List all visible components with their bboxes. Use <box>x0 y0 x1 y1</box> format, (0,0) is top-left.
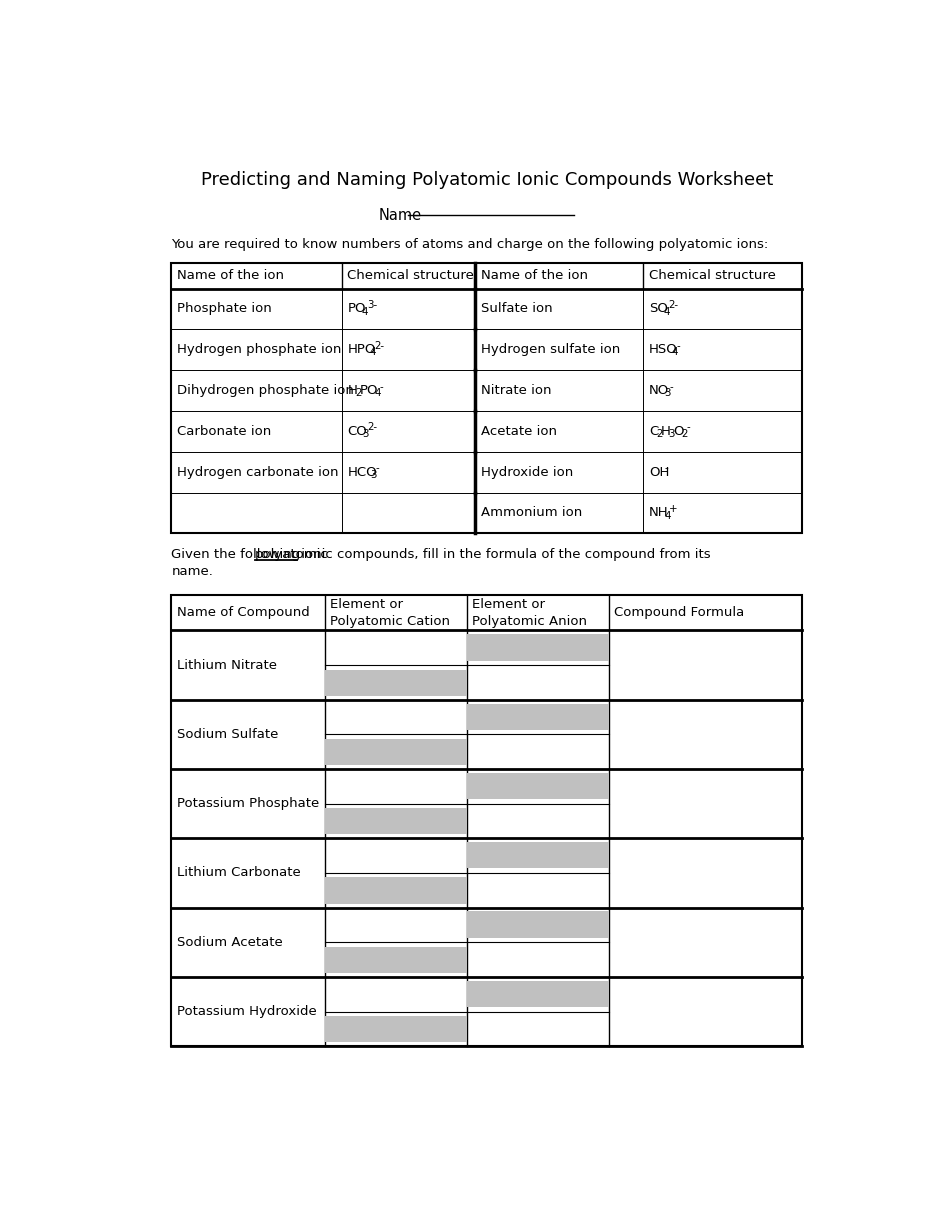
Text: 2: 2 <box>656 429 662 439</box>
Text: Ammonium ion: Ammonium ion <box>481 507 582 519</box>
Text: polyatomic: polyatomic <box>255 549 329 561</box>
Text: H: H <box>661 424 671 438</box>
Text: -: - <box>676 341 680 351</box>
Text: C: C <box>649 424 658 438</box>
Bar <box>466 704 609 729</box>
Text: PO: PO <box>348 303 366 315</box>
Text: 4: 4 <box>362 306 369 316</box>
Text: 4: 4 <box>663 306 670 316</box>
Text: Hydrogen carbonate ion: Hydrogen carbonate ion <box>177 466 338 478</box>
Text: Sodium Sulfate: Sodium Sulfate <box>177 728 278 740</box>
Bar <box>325 947 466 973</box>
Text: Nitrate ion: Nitrate ion <box>481 384 551 397</box>
Text: 2: 2 <box>355 389 361 399</box>
Bar <box>466 635 609 661</box>
Text: HCO: HCO <box>348 466 377 478</box>
Text: 2-: 2- <box>374 341 385 351</box>
Bar <box>325 669 466 696</box>
Bar <box>466 843 609 868</box>
Text: Name of Compound: Name of Compound <box>177 606 310 619</box>
Text: HSO: HSO <box>649 343 677 357</box>
Text: Hydrogen sulfate ion: Hydrogen sulfate ion <box>481 343 620 357</box>
Text: Hydrogen phosphate ion: Hydrogen phosphate ion <box>177 343 341 357</box>
Text: +: + <box>669 504 677 514</box>
Text: ionic compounds, fill in the formula of the compound from its: ionic compounds, fill in the formula of … <box>296 549 711 561</box>
Text: CO: CO <box>348 424 367 438</box>
Text: 4: 4 <box>374 389 381 399</box>
Text: NO: NO <box>649 384 669 397</box>
Text: Given the following: Given the following <box>171 549 305 561</box>
Text: Chemical structure: Chemical structure <box>649 269 776 283</box>
Bar <box>171 263 803 534</box>
Text: 3: 3 <box>669 429 675 439</box>
Text: Name: Name <box>378 208 422 223</box>
Text: SO: SO <box>649 303 668 315</box>
Text: NH: NH <box>649 507 669 519</box>
Text: 2: 2 <box>682 429 688 439</box>
Text: name.: name. <box>171 566 214 578</box>
Text: -: - <box>379 381 383 391</box>
Text: 4: 4 <box>671 347 677 358</box>
Text: Acetate ion: Acetate ion <box>481 424 557 438</box>
Text: Phosphate ion: Phosphate ion <box>177 303 272 315</box>
Bar <box>325 1016 466 1042</box>
Text: You are required to know numbers of atoms and charge on the following polyatomic: You are required to know numbers of atom… <box>171 239 769 251</box>
Text: OH: OH <box>649 466 669 478</box>
Text: Dihydrogen phosphate ion: Dihydrogen phosphate ion <box>177 384 353 397</box>
Text: 3: 3 <box>665 389 671 399</box>
Text: 2-: 2- <box>368 422 378 433</box>
Text: -: - <box>665 464 669 474</box>
Text: 3-: 3- <box>367 300 377 310</box>
Text: Sulfate ion: Sulfate ion <box>481 303 552 315</box>
Text: 2-: 2- <box>669 300 678 310</box>
Text: 4: 4 <box>664 510 671 520</box>
Text: Name of the ion: Name of the ion <box>481 269 588 283</box>
Text: 4: 4 <box>370 347 376 358</box>
Text: Lithium Nitrate: Lithium Nitrate <box>177 658 276 672</box>
Text: -: - <box>670 381 674 391</box>
Bar <box>325 877 466 904</box>
Text: HPO: HPO <box>348 343 376 357</box>
Bar <box>325 739 466 765</box>
Text: 3: 3 <box>370 470 377 480</box>
Text: Potassium Phosphate: Potassium Phosphate <box>177 797 319 811</box>
Text: Element or
Polyatomic Anion: Element or Polyatomic Anion <box>472 598 587 627</box>
Text: H: H <box>348 384 357 397</box>
Text: Predicting and Naming Polyatomic Ionic Compounds Worksheet: Predicting and Naming Polyatomic Ionic C… <box>200 171 773 189</box>
Bar <box>466 772 609 800</box>
Text: -: - <box>375 464 379 474</box>
Bar <box>325 808 466 834</box>
Bar <box>171 595 803 1047</box>
Text: Hydroxide ion: Hydroxide ion <box>481 466 573 478</box>
Text: Potassium Hydroxide: Potassium Hydroxide <box>177 1005 316 1018</box>
Text: -: - <box>687 422 691 433</box>
Text: Chemical structure: Chemical structure <box>348 269 474 283</box>
Text: Lithium Carbonate: Lithium Carbonate <box>177 866 300 879</box>
Bar <box>466 911 609 937</box>
Text: Carbonate ion: Carbonate ion <box>177 424 271 438</box>
Text: O: O <box>674 424 684 438</box>
Text: Name of the ion: Name of the ion <box>177 269 284 283</box>
Text: Compound Formula: Compound Formula <box>614 606 744 619</box>
Text: Sodium Acetate: Sodium Acetate <box>177 936 283 948</box>
Bar <box>466 980 609 1007</box>
Text: PO: PO <box>360 384 378 397</box>
Text: Element or
Polyatomic Cation: Element or Polyatomic Cation <box>331 598 450 627</box>
Text: 3: 3 <box>363 429 370 439</box>
